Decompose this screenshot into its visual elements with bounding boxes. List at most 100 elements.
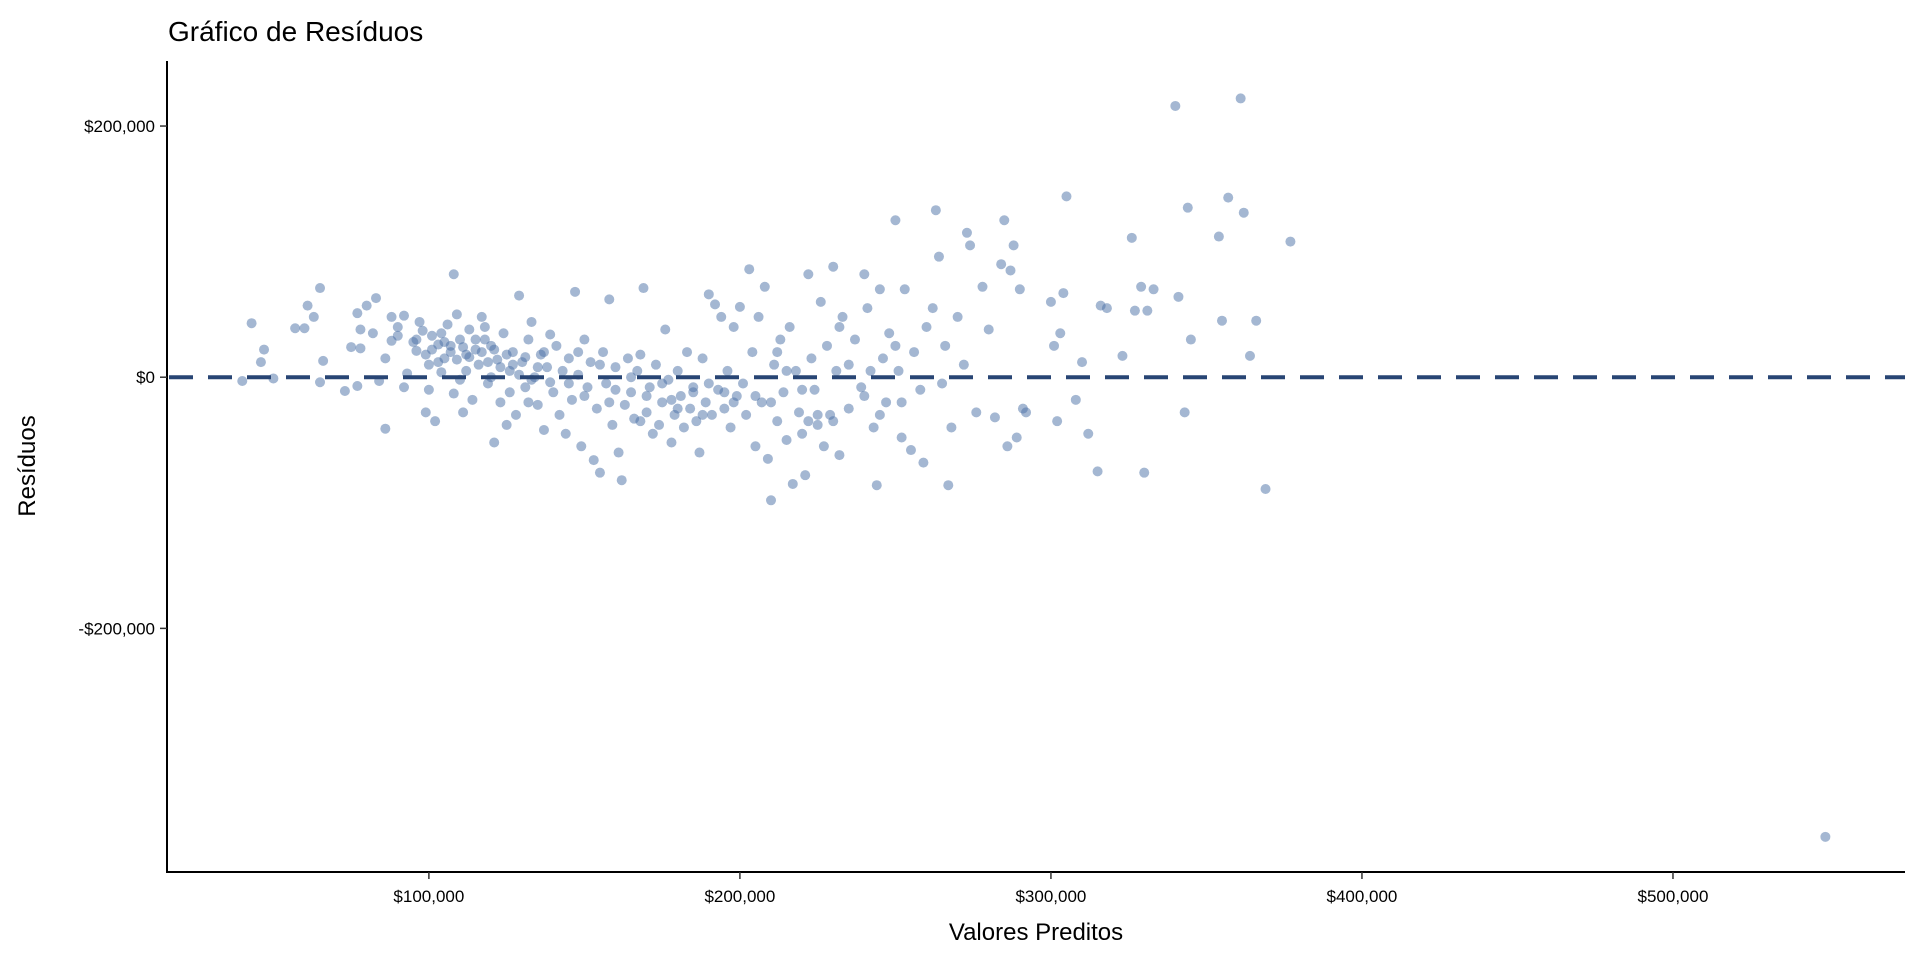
data-point (781, 435, 792, 446)
data-point (458, 342, 469, 353)
data-point (1260, 483, 1271, 494)
x-tick-label: $400,000 (1326, 887, 1397, 906)
data-point (1008, 240, 1019, 251)
data-point (797, 384, 808, 395)
data-point (1182, 202, 1193, 213)
data-point (1049, 340, 1060, 351)
data-point (566, 394, 577, 405)
data-point (915, 384, 926, 395)
data-point (507, 359, 518, 370)
data-point (772, 416, 783, 427)
data-point (710, 299, 721, 310)
data-point (579, 391, 590, 402)
data-point (905, 445, 916, 456)
data-point (943, 480, 954, 491)
data-point (641, 391, 652, 402)
data-point (557, 365, 568, 376)
data-point (579, 334, 590, 345)
data-point (716, 311, 727, 322)
data-point (601, 378, 612, 389)
data-point (632, 365, 643, 376)
x-tick-label: $500,000 (1638, 887, 1709, 906)
data-point (548, 387, 559, 398)
data-point (464, 324, 475, 335)
data-point (339, 386, 350, 397)
data-point (893, 365, 904, 376)
data-point (1142, 305, 1153, 316)
data-point (775, 334, 786, 345)
data-point (983, 324, 994, 335)
data-point (454, 334, 465, 345)
data-point (594, 359, 605, 370)
y-tick-label: $200,000 (84, 117, 155, 136)
data-point (937, 378, 948, 389)
data-point (859, 391, 870, 402)
data-point (473, 359, 484, 370)
data-point (843, 403, 854, 414)
data-point (862, 303, 873, 314)
data-point (436, 367, 447, 378)
y-tick-label: $0 (136, 368, 155, 387)
data-point (315, 283, 326, 294)
data-point (1117, 350, 1128, 361)
data-point (414, 316, 425, 327)
data-point (352, 381, 363, 392)
data-point (482, 357, 493, 368)
data-point (865, 365, 876, 376)
data-point (598, 347, 609, 358)
data-point (439, 337, 450, 348)
data-point (946, 422, 957, 433)
data-point (772, 347, 783, 358)
data-point (787, 478, 798, 489)
data-point (856, 382, 867, 393)
data-point (607, 419, 618, 430)
data-point (719, 387, 730, 398)
data-point (890, 340, 901, 351)
data-point (809, 384, 820, 395)
data-point (753, 311, 764, 322)
data-point (560, 428, 571, 439)
data-point (843, 359, 854, 370)
data-point (815, 296, 826, 307)
data-point (399, 310, 409, 321)
data-point (417, 325, 428, 336)
data-point (734, 301, 745, 312)
y-tick-label: -$200,000 (78, 619, 155, 638)
data-point (933, 251, 944, 262)
data-point (977, 281, 988, 292)
data-point (884, 328, 895, 339)
data-point (1170, 100, 1181, 111)
data-point (442, 319, 453, 330)
data-point (582, 382, 593, 393)
data-point (989, 412, 1000, 423)
data-point (604, 294, 615, 305)
data-point (594, 467, 605, 478)
data-point (1238, 207, 1249, 218)
data-point (1251, 315, 1262, 326)
x-tick-label: $100,000 (393, 887, 464, 906)
data-point (610, 362, 621, 373)
data-point (551, 340, 562, 351)
data-point (644, 382, 655, 393)
data-point (800, 470, 811, 481)
data-point (392, 321, 403, 332)
data-point (346, 342, 357, 353)
data-point (520, 382, 531, 393)
data-point (545, 329, 556, 340)
data-point (426, 344, 437, 355)
data-point (367, 328, 378, 339)
data-point (423, 384, 434, 395)
y-axis-ticks: $200,000 $0 -$200,000 (78, 117, 167, 638)
data-point (697, 409, 708, 420)
data-point (930, 205, 941, 216)
data-point (1213, 231, 1224, 242)
data-point (1058, 288, 1069, 299)
points-layer (237, 93, 1831, 842)
data-point (371, 293, 382, 304)
data-point (797, 428, 808, 439)
data-point (831, 365, 842, 376)
data-point (318, 355, 329, 366)
data-point (909, 347, 920, 358)
data-point (626, 387, 637, 398)
data-point (576, 441, 587, 452)
